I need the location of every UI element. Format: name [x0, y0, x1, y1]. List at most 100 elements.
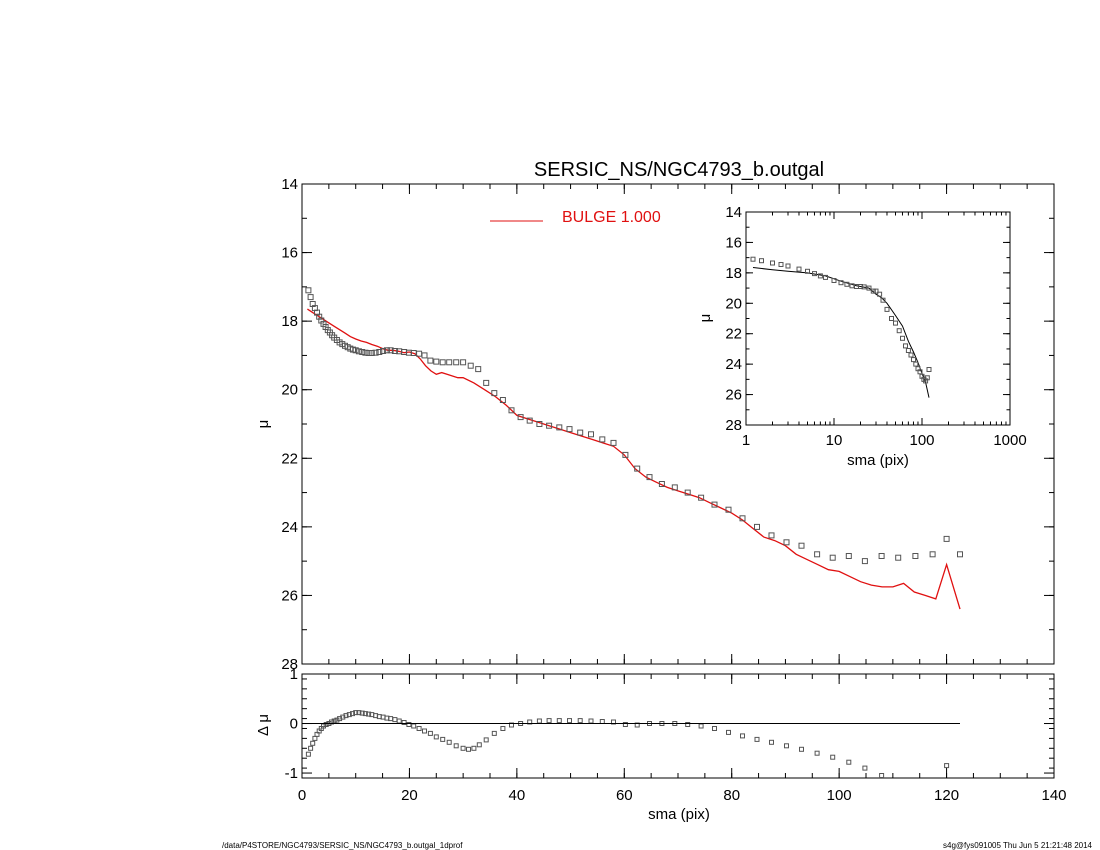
y-tick-label: 22: [281, 450, 298, 467]
data-point: [308, 745, 314, 751]
data-point: [331, 718, 337, 724]
data-point: [861, 284, 867, 290]
data-point: [368, 350, 375, 356]
data-point: [453, 743, 459, 749]
data-point: [356, 710, 362, 716]
y-tick-label: 26: [725, 387, 742, 404]
data-point: [310, 740, 316, 746]
data-point: [796, 266, 802, 272]
data-point: [905, 348, 911, 353]
y-tick-label: 18: [725, 265, 742, 282]
x-tick-label: 1000: [993, 432, 1026, 449]
data-point: [422, 728, 427, 734]
data-point: [427, 357, 434, 364]
data-point: [866, 285, 872, 291]
data-point: [739, 515, 746, 522]
data-point: [846, 759, 852, 765]
y-tick-label: 24: [725, 356, 742, 373]
data-point: [517, 414, 524, 421]
data-point: [634, 465, 641, 472]
data-point: [823, 274, 828, 280]
series-line: [307, 308, 961, 610]
y-tick-label: -1: [285, 765, 298, 782]
data-point: [726, 729, 731, 735]
data-point: [784, 743, 789, 749]
data-point: [785, 263, 791, 269]
data-point: [908, 352, 914, 358]
data-point: [957, 551, 963, 558]
data-point: [350, 711, 355, 717]
data-point: [359, 710, 365, 716]
data-point: [433, 734, 439, 740]
data-point: [499, 397, 506, 403]
data-point: [862, 765, 868, 771]
data-point: [427, 730, 433, 736]
data-point: [861, 558, 868, 565]
data-point: [622, 451, 629, 458]
data-point: [416, 726, 422, 731]
data-point: [556, 718, 562, 724]
data-point: [684, 489, 691, 496]
data-point: [546, 422, 553, 429]
data-point: [812, 271, 817, 277]
data-point: [711, 501, 718, 508]
legend-label-bulge: BULGE 1.000: [562, 209, 661, 226]
x-tick-label: 80: [723, 787, 740, 804]
data-point: [759, 258, 764, 264]
data-point: [929, 551, 936, 558]
data-point: [900, 335, 905, 341]
data-point: [577, 718, 583, 724]
data-point: [305, 287, 312, 294]
data-point: [698, 494, 705, 501]
data-point: [725, 506, 732, 513]
data-point: [814, 750, 820, 756]
data-point: [658, 481, 665, 487]
data-point: [754, 736, 760, 742]
data-point: [439, 359, 446, 366]
x-tick-label: 40: [509, 787, 526, 804]
data-point: [491, 730, 497, 736]
data-point: [362, 349, 369, 356]
data-point: [870, 288, 876, 294]
y-tick-label: 14: [281, 176, 298, 193]
data-point: [926, 367, 932, 372]
data-point: [401, 720, 407, 725]
y-tick-label: 14: [725, 204, 742, 221]
y-tick-label: 24: [281, 519, 298, 536]
inset-panel: 1 10 100 1000 14 16 18 20 22 24 26 28 sma (pix) μ: [697, 204, 1027, 469]
y-tick-label: 18: [281, 313, 298, 330]
data-point: [712, 726, 717, 731]
data-point: [372, 349, 379, 356]
data-point: [466, 746, 471, 752]
data-point: [913, 361, 919, 367]
data-point: [421, 352, 428, 359]
data-point: [610, 439, 617, 446]
data-point: [546, 718, 552, 724]
data-point: [588, 718, 594, 724]
inset-y-axis-label: μ: [697, 314, 714, 323]
y-tick-label: 0: [290, 716, 298, 733]
x-tick-label: 1: [742, 432, 750, 449]
data-point: [396, 718, 402, 724]
data-point: [483, 737, 489, 743]
data-point: [352, 347, 359, 354]
data-point: [893, 320, 898, 326]
data-point: [829, 554, 836, 561]
data-point: [889, 316, 894, 321]
data-point: [895, 554, 902, 561]
data-point: [509, 722, 514, 728]
residual-panel: 0 20 40 60 80 100 120 140-101 sma (pix) Δ μ: [255, 666, 1067, 823]
data-point: [392, 717, 398, 723]
y-tick-label: 26: [281, 587, 298, 604]
data-point: [622, 722, 628, 727]
data-point: [943, 535, 950, 542]
y-tick-label: 28: [725, 417, 742, 434]
data-point: [838, 280, 844, 286]
footer-timestamp: s4g@fys091005 Thu Jun 5 21:21:48 2014: [943, 841, 1093, 850]
data-point: [365, 350, 372, 356]
data-point: [440, 736, 446, 742]
data-point: [912, 553, 919, 559]
data-point: [878, 553, 885, 559]
data-point: [460, 745, 466, 751]
data-point: [750, 256, 756, 262]
